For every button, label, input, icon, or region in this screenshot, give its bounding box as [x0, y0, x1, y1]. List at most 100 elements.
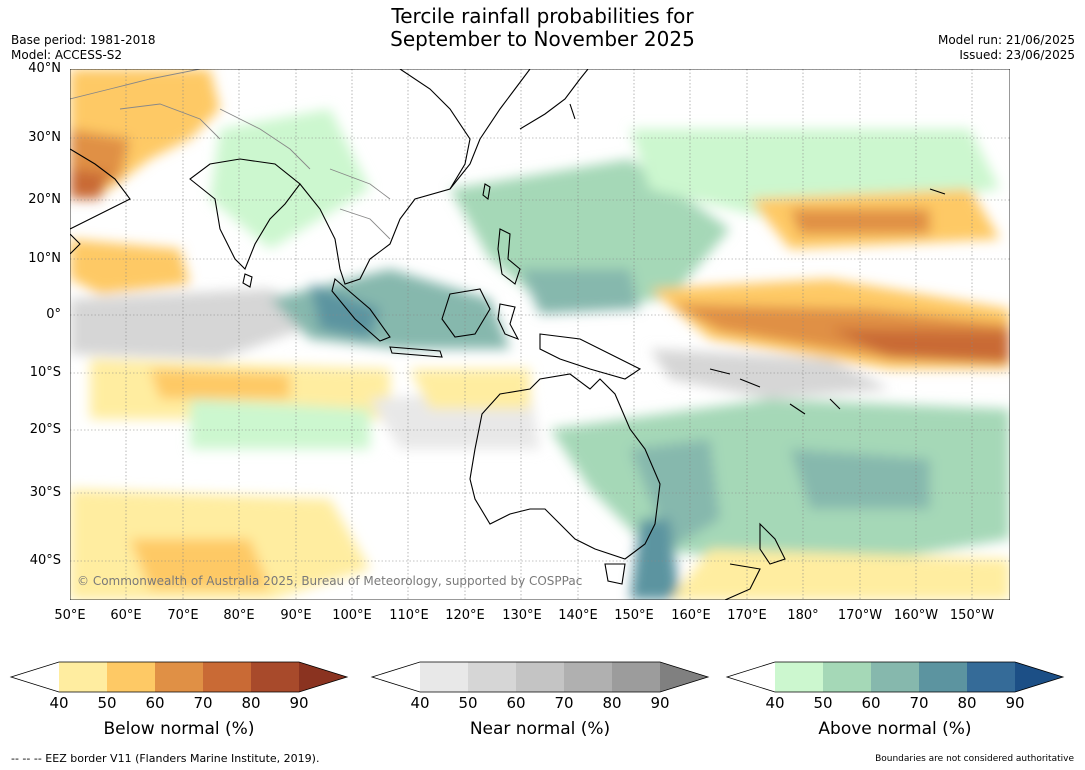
lon-label-150e: 150°E	[614, 608, 654, 623]
copyright-notice: © Commonwealth of Australia 2025, Bureau…	[77, 574, 583, 588]
colorbar-below-normal	[9, 661, 349, 693]
colorbar-segment	[251, 662, 299, 692]
model-name: Model: ACCESS-S2	[11, 48, 123, 62]
meta-right: Model run: 21/06/2025 Issued: 23/06/2025	[938, 33, 1075, 63]
colorbar-extend-low	[727, 662, 775, 692]
colorbar-segment	[155, 662, 203, 692]
borneo-outline	[441, 288, 491, 338]
australia-outline	[469, 373, 661, 560]
lon-label-80e: 80°E	[223, 608, 255, 623]
colorbar-above-normal	[725, 661, 1065, 693]
lon-label-160w: 160°W	[893, 608, 939, 623]
cbar1-tick-80: 80	[602, 694, 622, 712]
colorbar-segment	[203, 662, 251, 692]
lon-label-180: 180°	[787, 608, 819, 623]
cbar1-tick-50: 50	[458, 694, 478, 712]
lon-label-90e: 90°E	[280, 608, 312, 623]
colorbar-segment	[823, 662, 871, 692]
tasmania-outline	[604, 563, 626, 585]
coastlines	[70, 69, 946, 600]
lon-label-120e: 120°E	[445, 608, 485, 623]
cbar2-tick-40: 40	[765, 694, 785, 712]
colorbar-segment	[775, 662, 823, 692]
colorbar-extend-low	[11, 662, 59, 692]
new-zealand-outline	[724, 522, 786, 600]
near-normal-label: Near normal (%)	[469, 719, 611, 739]
colorbar-segment	[967, 662, 1015, 692]
colorbar-extend-high	[660, 662, 708, 692]
colorbar-extend-high	[299, 662, 347, 692]
sri-lanka-outline	[242, 273, 253, 288]
lat-label-40s: 40°S	[29, 553, 61, 568]
cbar2-tick-50: 50	[813, 694, 833, 712]
country-borders	[70, 69, 391, 240]
meta-left: Base period: 1981-2018 Model: ACCESS-S2	[11, 33, 156, 63]
colorbar-outline	[9, 661, 349, 693]
colorbar-extend-high	[1015, 662, 1063, 692]
lon-label-100e: 100°E	[332, 608, 372, 623]
lon-label-130e: 130°E	[502, 608, 542, 623]
eez-note: -- -- -- EEZ border V11 (Flanders Marine…	[11, 752, 320, 765]
lon-label-170e: 170°E	[727, 608, 767, 623]
lat-label-30n: 30°N	[28, 130, 61, 145]
taiwan-outline	[482, 183, 491, 201]
colorbar-extend-low	[372, 662, 420, 692]
below-normal-label: Below normal (%)	[103, 719, 255, 739]
se-asia-outline	[299, 69, 471, 285]
colorbar-segment	[871, 662, 919, 692]
cbar1-tick-60: 60	[506, 694, 526, 712]
lon-label-50e: 50°E	[54, 608, 86, 623]
cbar0-tick-60: 60	[145, 694, 165, 712]
issued-date: Issued: 23/06/2025	[959, 48, 1075, 62]
java-outline	[389, 346, 443, 358]
arabia-outline	[70, 148, 131, 230]
lon-label-70e: 70°E	[167, 608, 199, 623]
lat-label-10s: 10°S	[29, 365, 61, 380]
colorbar-outline	[370, 661, 710, 693]
cbar2-tick-70: 70	[909, 694, 929, 712]
colorbar-segment	[59, 662, 107, 692]
lat-label-10n: 10°N	[28, 251, 61, 266]
colorbar-segment	[420, 662, 468, 692]
lon-label-60e: 60°E	[110, 608, 142, 623]
philippines-outline	[497, 228, 521, 285]
colorbar-outline	[725, 661, 1065, 693]
colorbar-segment	[516, 662, 564, 692]
india-outline	[189, 158, 301, 270]
title-line-1: Tercile rainfall probabilities for	[391, 4, 694, 28]
lon-label-160e: 160°E	[671, 608, 711, 623]
colorbar-segment	[468, 662, 516, 692]
lat-label-30s: 30°S	[29, 485, 61, 500]
colorbar-segment	[612, 662, 660, 692]
cbar2-tick-80: 80	[957, 694, 977, 712]
colorbar-segment	[919, 662, 967, 692]
boundaries-note: Boundaries are not considered authoritat…	[875, 754, 1074, 764]
lat-label-40n: 40°N	[28, 61, 61, 76]
cbar1-tick-70: 70	[554, 694, 574, 712]
cbar1-tick-90: 90	[650, 694, 670, 712]
probability-shading	[70, 69, 1010, 600]
cbar2-tick-90: 90	[1005, 694, 1025, 712]
colorbar-segment	[107, 662, 155, 692]
china-coast-outline	[449, 69, 531, 190]
rainfall-map	[70, 69, 1010, 600]
title-line-2: September to November 2025	[390, 27, 695, 51]
lon-label-140e: 140°E	[558, 608, 598, 623]
colorbars	[9, 661, 1065, 693]
cbar0-tick-40: 40	[49, 694, 69, 712]
model-run: Model run: 21/06/2025	[937, 33, 1075, 47]
graticule	[70, 69, 1010, 600]
lat-label-20s: 20°S	[29, 422, 61, 437]
sulawesi-outline	[497, 303, 520, 341]
africa-horn-outline	[70, 233, 81, 255]
sumatra-outline	[331, 278, 391, 342]
colorbar-near-normal	[370, 661, 710, 693]
lon-label-110e: 110°E	[389, 608, 429, 623]
cbar2-tick-60: 60	[861, 694, 881, 712]
lon-label-170w: 170°W	[837, 608, 883, 623]
base-period: Base period: 1981-2018	[11, 33, 156, 47]
cbar0-tick-90: 90	[289, 694, 309, 712]
colorbar-segment	[564, 662, 612, 692]
cbar0-tick-80: 80	[241, 694, 261, 712]
map-title: Tercile rainfall probabilities for Septe…	[0, 5, 1085, 51]
